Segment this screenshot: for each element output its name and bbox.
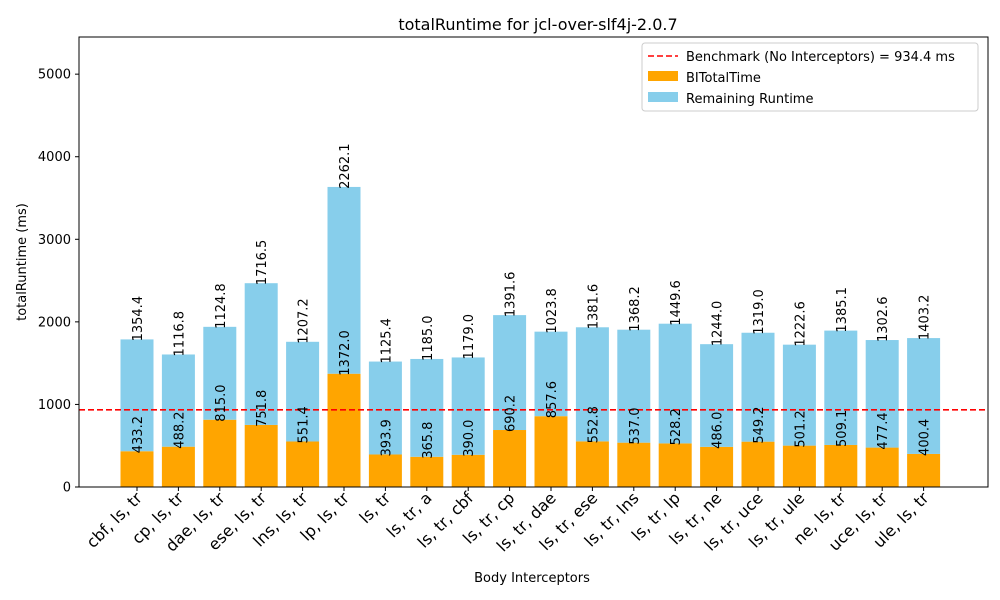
chart-title: totalRuntime for jcl-over-slf4j-2.0.7 xyxy=(398,15,677,34)
bar-remaining-runtime xyxy=(368,361,402,455)
bar-remaining-runtime xyxy=(244,283,278,425)
value-label-bitotaltime: 537.0 xyxy=(628,407,643,444)
bar-remaining-runtime xyxy=(617,329,651,443)
bar-remaining-runtime xyxy=(782,344,816,446)
bar-bitotaltime xyxy=(824,444,858,487)
bar-bitotaltime xyxy=(700,446,734,487)
bar-remaining-runtime xyxy=(865,340,899,448)
value-label-bitotaltime: 486.0 xyxy=(711,412,726,449)
y-tick-label: 3000 xyxy=(38,233,71,248)
value-label-remaining-runtime: 1403.2 xyxy=(918,295,933,341)
bar-bitotaltime xyxy=(865,447,899,487)
bar-bitotaltime xyxy=(493,430,527,487)
bar-bitotaltime xyxy=(658,443,692,487)
value-label-remaining-runtime: 1381.6 xyxy=(586,284,601,330)
bar-remaining-runtime xyxy=(203,326,237,420)
value-label-remaining-runtime: 1354.4 xyxy=(131,296,146,342)
bar-bitotaltime xyxy=(120,451,154,487)
value-label-bitotaltime: 1372.0 xyxy=(338,330,353,376)
legend-label-benchmark: Benchmark (No Interceptors) = 934.4 ms xyxy=(686,50,955,65)
value-label-remaining-runtime: 1222.6 xyxy=(793,301,808,347)
bar-bitotaltime xyxy=(617,442,651,487)
legend-swatch-bitotaltime xyxy=(648,71,678,81)
bar-bitotaltime xyxy=(161,446,195,487)
y-tick-label: 2000 xyxy=(38,315,71,330)
value-label-bitotaltime: 400.4 xyxy=(918,419,933,456)
value-label-bitotaltime: 433.2 xyxy=(131,416,146,453)
bar-remaining-runtime xyxy=(161,354,195,447)
legend-swatch-remaining-runtime xyxy=(648,92,678,102)
value-label-bitotaltime: 501.2 xyxy=(793,410,808,447)
y-axis-title: totalRuntime (ms) xyxy=(15,203,30,321)
value-label-bitotaltime: 477.4 xyxy=(876,412,891,449)
value-label-bitotaltime: 751.8 xyxy=(255,390,270,427)
bar-remaining-runtime xyxy=(658,323,692,444)
value-label-bitotaltime: 509.1 xyxy=(835,410,850,447)
bar-bitotaltime xyxy=(203,419,237,487)
value-label-remaining-runtime: 1185.0 xyxy=(421,315,436,361)
value-label-remaining-runtime: 1116.8 xyxy=(172,311,187,357)
value-label-remaining-runtime: 1302.6 xyxy=(876,297,891,343)
value-label-bitotaltime: 857.6 xyxy=(545,381,560,418)
bar-bitotaltime xyxy=(410,456,444,487)
legend-label-bitotaltime: BITotalTime xyxy=(686,71,761,86)
legend-box xyxy=(641,42,979,112)
bar-bitotaltime xyxy=(286,441,320,487)
bar-remaining-runtime xyxy=(700,344,734,447)
value-label-remaining-runtime: 1179.0 xyxy=(462,314,477,360)
bar-remaining-runtime xyxy=(286,341,320,442)
value-label-remaining-runtime: 1207.2 xyxy=(297,298,312,344)
value-label-remaining-runtime: 2262.1 xyxy=(338,143,353,189)
y-tick-label: 5000 xyxy=(38,68,71,83)
bar-remaining-runtime xyxy=(575,327,609,442)
value-label-bitotaltime: 549.2 xyxy=(752,406,767,443)
plot-frame xyxy=(78,36,989,488)
bar-bitotaltime xyxy=(244,424,278,487)
bar-bitotaltime xyxy=(575,441,609,487)
bar-bitotaltime xyxy=(741,441,775,487)
value-label-bitotaltime: 815.0 xyxy=(214,384,229,421)
value-label-bitotaltime: 551.4 xyxy=(297,406,312,443)
value-label-remaining-runtime: 1391.6 xyxy=(504,272,519,318)
value-label-remaining-runtime: 1716.5 xyxy=(255,240,270,286)
value-label-bitotaltime: 390.0 xyxy=(462,420,477,457)
value-label-bitotaltime: 488.2 xyxy=(172,411,187,448)
bar-remaining-runtime xyxy=(534,331,568,417)
value-label-remaining-runtime: 1449.6 xyxy=(669,280,684,326)
value-label-bitotaltime: 393.9 xyxy=(379,419,394,456)
bar-bitotaltime xyxy=(451,454,485,487)
bar-remaining-runtime xyxy=(327,186,361,374)
value-label-remaining-runtime: 1368.2 xyxy=(628,286,643,332)
value-label-remaining-runtime: 1023.8 xyxy=(545,288,560,334)
y-tick-label: 1000 xyxy=(38,398,71,413)
bar-remaining-runtime xyxy=(410,358,444,457)
bar-remaining-runtime xyxy=(741,332,775,442)
bar-remaining-runtime xyxy=(824,330,858,445)
value-label-bitotaltime: 365.8 xyxy=(421,422,436,459)
value-label-remaining-runtime: 1124.8 xyxy=(214,283,229,329)
bar-remaining-runtime xyxy=(493,315,527,431)
value-label-remaining-runtime: 1244.0 xyxy=(711,301,726,347)
bar-bitotaltime xyxy=(782,445,816,487)
bar-bitotaltime xyxy=(534,416,568,487)
legend-label-remaining-runtime: Remaining Runtime xyxy=(686,92,813,107)
x-axis-title: Body Interceptors xyxy=(474,571,590,586)
y-tick-label: 0 xyxy=(63,481,71,496)
value-label-remaining-runtime: 1319.0 xyxy=(752,289,767,335)
bar-remaining-runtime xyxy=(120,339,154,452)
y-tick-label: 4000 xyxy=(38,150,71,165)
value-label-remaining-runtime: 1385.1 xyxy=(835,287,850,333)
bar-remaining-runtime xyxy=(451,357,485,455)
value-label-bitotaltime: 690.2 xyxy=(504,395,519,432)
value-label-bitotaltime: 528.2 xyxy=(669,408,684,445)
bar-bitotaltime xyxy=(907,453,941,487)
bar-bitotaltime xyxy=(327,373,361,487)
value-label-bitotaltime: 552.8 xyxy=(586,406,601,443)
bar-remaining-runtime xyxy=(907,338,941,454)
bar-bitotaltime xyxy=(368,454,402,487)
value-label-remaining-runtime: 1125.4 xyxy=(379,318,394,364)
legend: Benchmark (No Interceptors) = 934.4 ms BI… xyxy=(641,42,979,112)
